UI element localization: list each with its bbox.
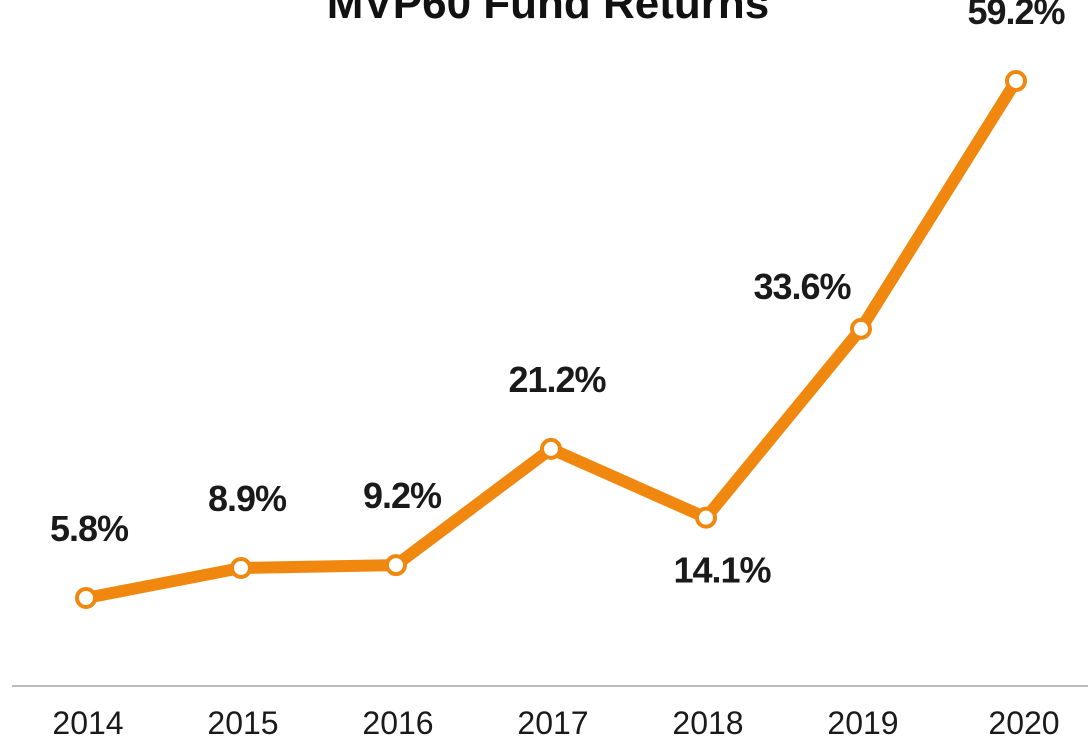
data-label: 8.9% (208, 478, 287, 519)
data-label: 33.6% (753, 266, 851, 307)
line (80, 75, 1022, 604)
point (695, 506, 717, 529)
point (385, 554, 407, 577)
data-label: 21.2% (508, 359, 606, 400)
x-tick-label: 2014 (52, 705, 123, 741)
point (75, 587, 97, 609)
x-tick-label: 2015 (207, 705, 278, 741)
x-tick-label: 2020 (988, 705, 1059, 741)
data-label: 59.2% (967, 0, 1065, 32)
x-tick-label: 2016 (362, 705, 433, 741)
point (850, 317, 872, 340)
data-label: 5.8% (50, 508, 129, 549)
x-tick-label: 2018 (672, 705, 743, 741)
data-label: 14.1% (673, 550, 771, 591)
point (540, 437, 562, 460)
chart-title: MVP60 Fund Returns (327, 0, 770, 28)
data-label: 9.2% (363, 475, 442, 516)
x-tick-label: 2019 (827, 705, 898, 741)
x-tick-label: 2017 (517, 705, 588, 741)
point (1005, 70, 1027, 92)
point (230, 556, 252, 579)
